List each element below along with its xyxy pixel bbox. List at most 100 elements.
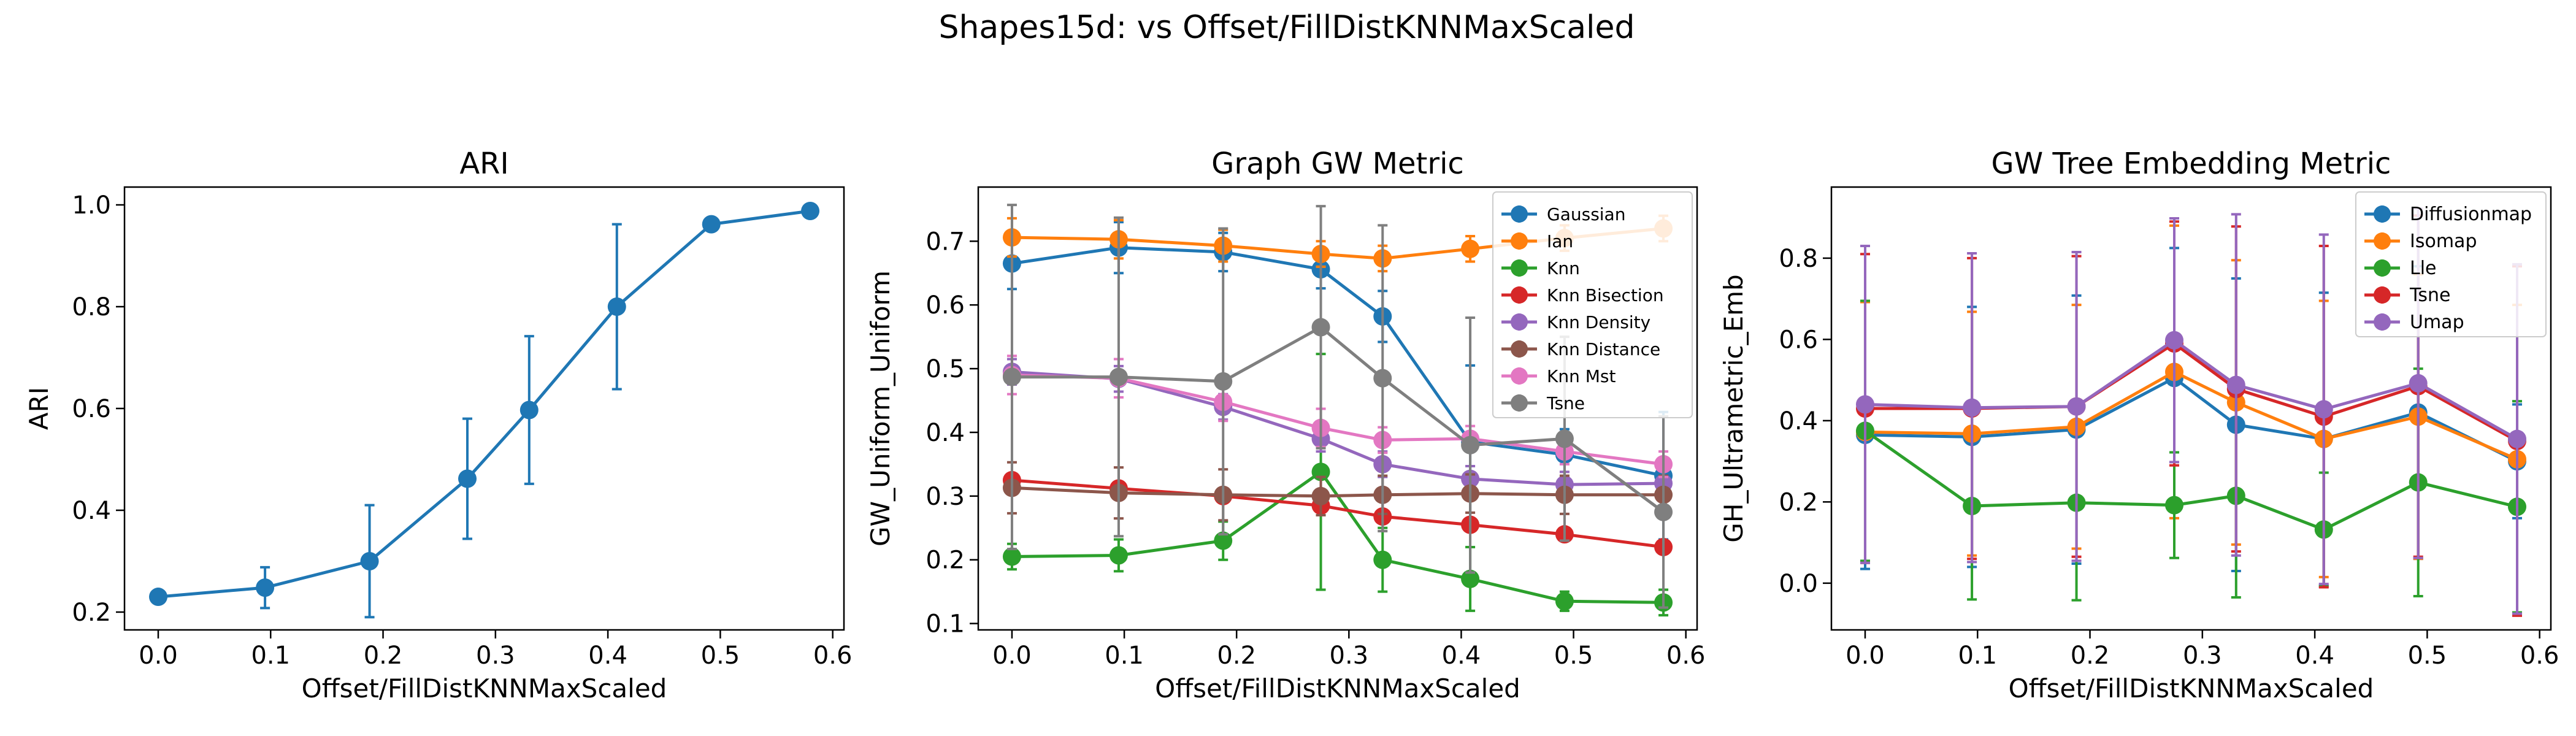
data-point: [2508, 429, 2527, 448]
y-tick-label: 0.2: [72, 599, 111, 627]
series-line: [1865, 339, 2518, 440]
data-point: [1214, 372, 1233, 391]
x-tick-label: 0.1: [1105, 642, 1144, 670]
y-tick-label: 0.8: [1779, 245, 1818, 273]
legend-label: Knn Density: [1547, 312, 1650, 332]
y-tick-label: 0.6: [926, 291, 965, 320]
legend-marker: [1511, 205, 1528, 223]
x-tick-label: 0.0: [992, 642, 1032, 670]
data-point: [1373, 369, 1392, 388]
legend: Diffusionmap Isomap Lle Tsne Umap: [2355, 191, 2547, 337]
y-tick-label: 1.0: [72, 191, 111, 220]
chart-panel-2: Graph GW Metric 0.0 0.1 0.2 0.3 0.4 0.5 0.6 0.1 0…: [865, 147, 1706, 703]
legend-marker: [1511, 286, 1528, 304]
y-tick-label: 0.4: [1779, 407, 1818, 435]
data-point: [1461, 435, 1480, 454]
legend-marker: [2374, 259, 2391, 277]
legend-marker: [2374, 232, 2391, 250]
legend-label: Knn Mst: [1547, 366, 1616, 386]
x-tick-label: 0.1: [251, 642, 290, 670]
y-axis-label: GW_Uniform_Uniform: [865, 270, 895, 546]
legend-frame: [1492, 191, 1693, 418]
data-point: [1855, 395, 1874, 414]
y-tick-label: 0.0: [1779, 570, 1818, 598]
data-point: [607, 297, 626, 316]
data-point: [2067, 397, 2086, 416]
data-point: [360, 551, 379, 570]
y-tick-label: 0.8: [72, 293, 111, 321]
data-point: [2314, 400, 2333, 419]
y-tick-label: 0.2: [926, 546, 965, 575]
series-line: [1011, 478, 1664, 549]
x-tick-label: 0.5: [701, 642, 740, 670]
data-point: [148, 588, 167, 607]
axes-frame: [123, 186, 845, 631]
data-point: [1963, 398, 1982, 417]
series-line: [1011, 486, 1664, 498]
figure-suptitle: Shapes15d: vs Offset/FillDistKNNMaxScale…: [938, 9, 1635, 46]
legend-frame: [2355, 191, 2547, 337]
series-line: [158, 209, 811, 599]
legend-label: Knn Bisection: [1547, 285, 1664, 305]
series-line: [1864, 429, 2518, 531]
x-tick-label: 0.4: [1442, 642, 1481, 670]
series-line: [1865, 376, 2518, 463]
series-knn-distance: [1002, 461, 1673, 522]
data-point: [1654, 502, 1673, 521]
data-point: [1555, 429, 1574, 448]
data-point: [256, 578, 275, 597]
data-point: [2226, 375, 2245, 394]
chart-title: ARI: [459, 147, 508, 181]
chart-title: GW Tree Embedding Metric: [1991, 147, 2391, 181]
legend-marker: [1511, 340, 1528, 358]
data-point: [2165, 331, 2184, 350]
legend-label: Tsne: [1546, 393, 1585, 413]
legend-marker: [2374, 286, 2391, 304]
data-point: [519, 401, 539, 420]
data-point: [1002, 547, 1021, 566]
y-axis-label: GH_Ultrametric_Emb: [1719, 274, 1749, 542]
x-tick-label: 0.3: [1330, 642, 1369, 670]
legend-label: Ian: [1547, 231, 1573, 251]
legend-label: Tsne: [2409, 285, 2450, 306]
series-line: [1011, 374, 1664, 466]
legend-label: Knn: [1547, 258, 1580, 278]
legend: Gaussian Ian Knn Knn Bisection Knn Density Kn…: [1492, 191, 1693, 418]
data-point: [1373, 550, 1392, 569]
x-tick-label: 0.2: [364, 642, 403, 670]
series-line: [1011, 246, 1664, 478]
panels: ARI 0.0 0.1 0.2 0.3 0.4 0.5 0.6 0.2 0.4 0.6 0.8 1.0 O…: [24, 147, 2559, 703]
legend-label: Isomap: [2410, 231, 2477, 252]
legend-marker: [1511, 367, 1528, 385]
x-tick-label: 0.2: [2071, 642, 2110, 670]
x-tick-label: 0.6: [1666, 642, 1706, 670]
x-tick-label: 0.2: [1217, 642, 1256, 670]
axes-frame: [977, 186, 1698, 631]
data-point: [702, 215, 721, 234]
y-tick-label: 0.6: [72, 395, 111, 423]
x-axis-label: Offset/FillDistKNNMaxScaled: [302, 673, 667, 703]
x-tick-label: 0.1: [1958, 642, 1997, 670]
data-point: [458, 469, 477, 488]
x-axis-label: Offset/FillDistKNNMaxScaled: [1155, 673, 1520, 703]
legend-marker: [2374, 205, 2391, 223]
legend-marker: [1511, 259, 1528, 277]
x-tick-label: 0.4: [588, 642, 627, 670]
x-tick-label: 0.3: [2183, 642, 2222, 670]
legend-marker: [1511, 394, 1528, 412]
data-point: [2165, 496, 2184, 515]
legend-label: Lle: [2410, 258, 2437, 279]
y-axis-label: ARI: [24, 387, 54, 430]
legend-label: Diffusionmap: [2410, 204, 2532, 225]
data-point: [801, 202, 820, 221]
chart-title: Graph GW Metric: [1211, 147, 1464, 181]
series-lle: [1855, 299, 2527, 614]
legend-marker: [1511, 232, 1528, 250]
y-tick-label: 0.3: [926, 483, 965, 511]
series-main: [148, 202, 820, 619]
x-tick-label: 0.3: [476, 642, 515, 670]
x-tick-label: 0.6: [2520, 642, 2559, 670]
x-tick-label: 0.5: [1554, 642, 1593, 670]
legend-label: Umap: [2410, 312, 2464, 333]
